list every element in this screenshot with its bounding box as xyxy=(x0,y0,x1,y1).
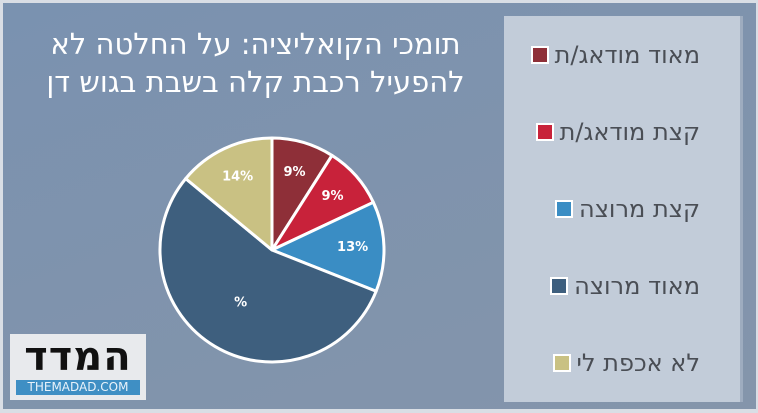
chart-title-line-1: תומכי הקואליציה: על החלטה לא xyxy=(50,27,461,61)
legend-swatch-icon xyxy=(535,123,554,141)
legend-swatch-icon xyxy=(550,277,569,295)
legend-label: קצת מרוצה xyxy=(579,195,700,223)
legend-swatch-icon xyxy=(552,354,571,372)
legend-label: מאוד מודאג/ת xyxy=(554,41,700,69)
logo-wordmark: המדד xyxy=(24,334,132,380)
pie-svg: 9% 9% 13%% 14% xyxy=(158,136,386,364)
slice-label: 9% xyxy=(321,189,343,204)
legend-item-somewhat-satisfied: קצת מרוצה xyxy=(555,194,700,224)
legend-item-dont-care: לא אכפת לי xyxy=(552,348,700,378)
logo-url: THEMADAD.COM xyxy=(16,380,140,395)
legend-item-somewhat-worried: קצת מודאג/ת xyxy=(535,117,700,147)
legend-label: לא אכפת לי xyxy=(576,349,700,377)
slice-label: 9% xyxy=(283,165,305,180)
legend-swatch-icon xyxy=(555,200,574,218)
slice-very-satisfied xyxy=(158,177,378,364)
chart-title: תומכי הקואליציה: על החלטה לא להפעיל רכבת… xyxy=(18,25,493,101)
legend-item-very-worried: מאוד מודאג/ת xyxy=(530,40,700,70)
slice-somewhat-satisfied xyxy=(270,200,386,293)
pie-chart: 9% 9% 13%% 14% xyxy=(156,134,388,366)
slice-label: 14% xyxy=(222,170,253,185)
legend-label: מאוד מרוצה xyxy=(574,272,700,300)
themadad-logo: המדד THEMADAD.COM xyxy=(10,334,146,400)
legend: מאוד מודאג/ת קצת מודאג/ת קצת מרוצה מאוד … xyxy=(504,16,743,402)
slice-label: 13% xyxy=(337,240,368,255)
chart-title-line-2: להפעיל רכבת קלה בשבת בגוש דן xyxy=(46,65,465,99)
legend-item-very-satisfied: מאוד מרוצה xyxy=(550,271,700,301)
legend-label: קצת מודאג/ת xyxy=(559,118,700,146)
slice-label: % xyxy=(234,296,247,311)
slice-dont-care xyxy=(184,136,274,252)
legend-swatch-icon xyxy=(530,46,549,64)
